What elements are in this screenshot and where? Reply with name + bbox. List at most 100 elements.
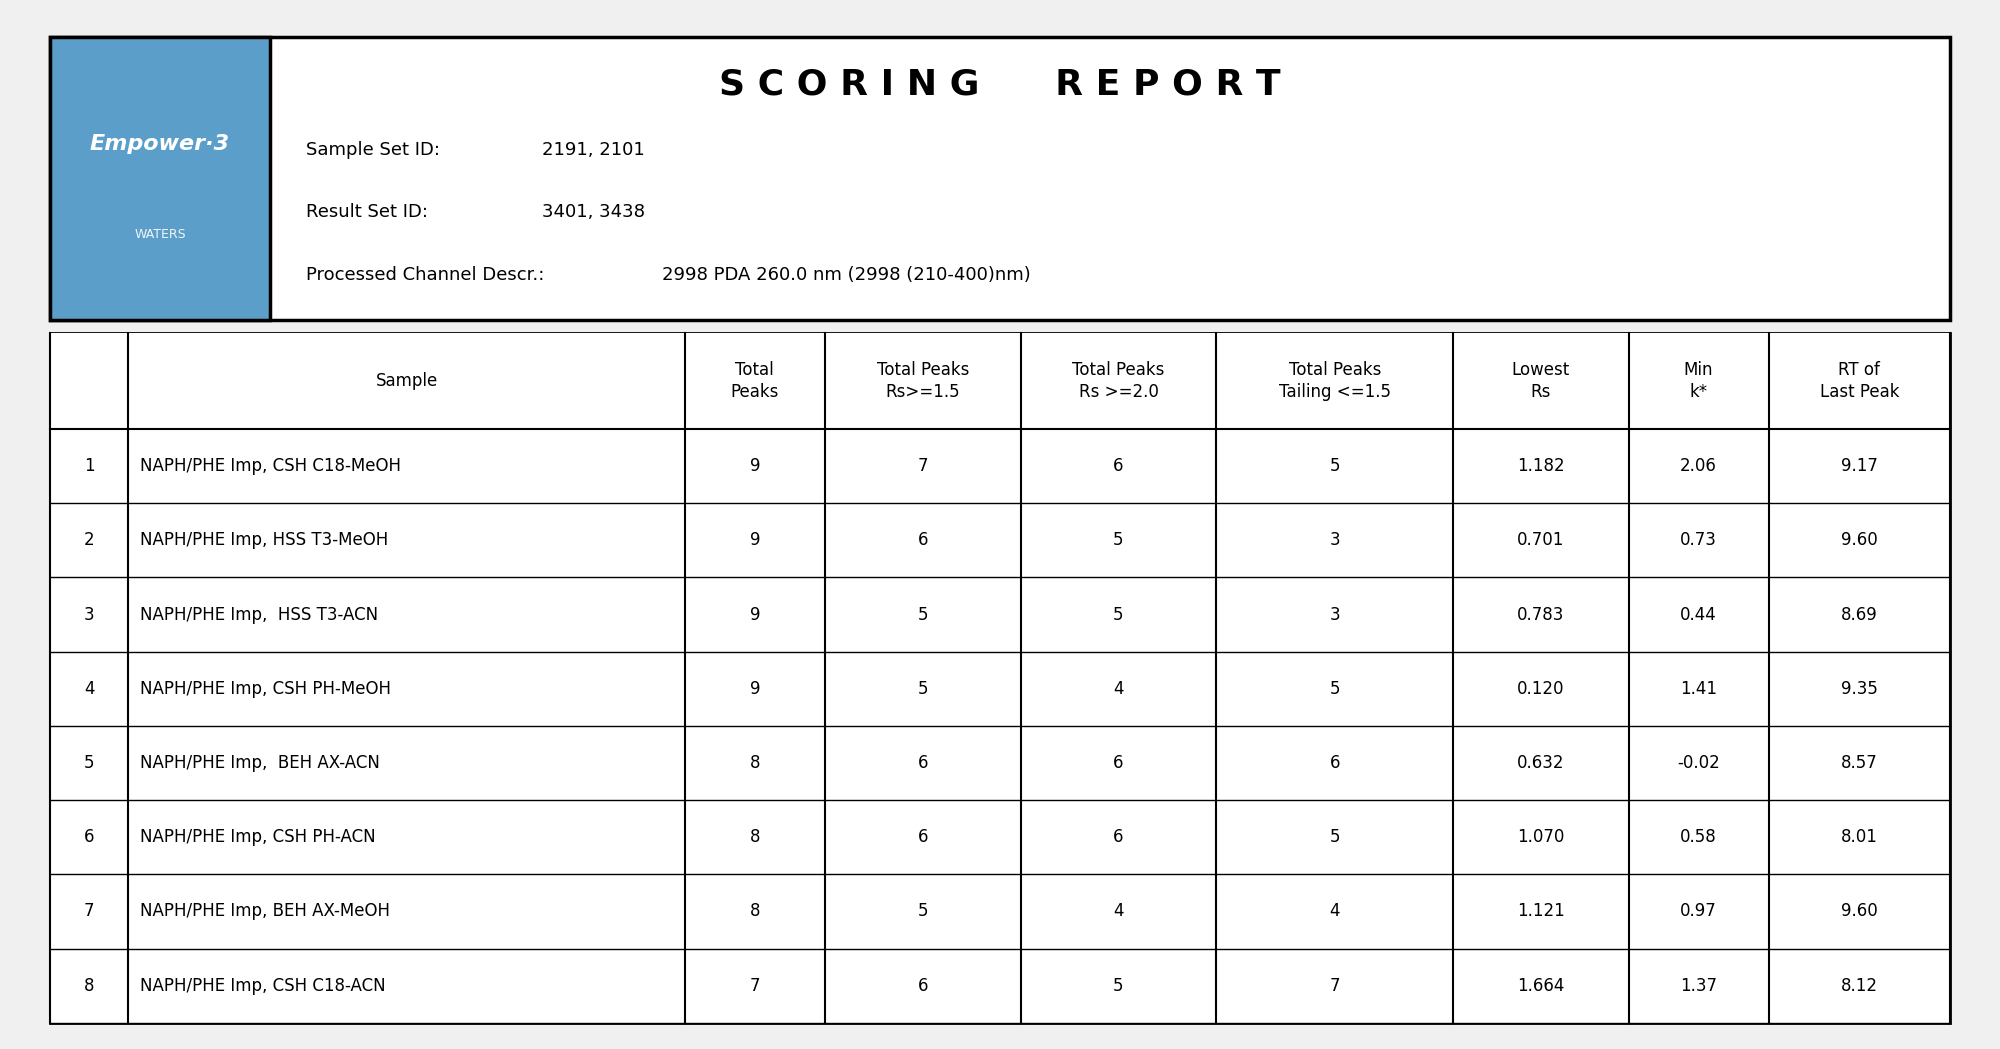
Text: NAPH/PHE Imp, CSH C18-ACN: NAPH/PHE Imp, CSH C18-ACN	[140, 977, 386, 994]
Text: 6: 6	[1330, 754, 1340, 772]
Text: 6: 6	[918, 829, 928, 847]
Text: NAPH/PHE Imp, CSH C18-MeOH: NAPH/PHE Imp, CSH C18-MeOH	[140, 457, 402, 475]
Text: NAPH/PHE Imp,  BEH AX-ACN: NAPH/PHE Imp, BEH AX-ACN	[140, 754, 380, 772]
Text: RT of
Last Peak: RT of Last Peak	[1820, 361, 1900, 401]
FancyBboxPatch shape	[50, 651, 1950, 726]
Text: NAPH/PHE Imp,  HSS T3-ACN: NAPH/PHE Imp, HSS T3-ACN	[140, 605, 378, 623]
Text: 9.35: 9.35	[1840, 680, 1878, 698]
Text: Min
k*: Min k*	[1684, 361, 1714, 401]
Text: NAPH/PHE Imp, BEH AX-MeOH: NAPH/PHE Imp, BEH AX-MeOH	[140, 902, 390, 920]
Text: 1.070: 1.070	[1518, 829, 1564, 847]
Text: 8.12: 8.12	[1840, 977, 1878, 994]
Text: 8: 8	[750, 754, 760, 772]
Text: 5: 5	[1330, 680, 1340, 698]
Text: 2.06: 2.06	[1680, 457, 1718, 475]
Text: 0.632: 0.632	[1518, 754, 1564, 772]
Text: NAPH/PHE Imp, CSH PH-ACN: NAPH/PHE Imp, CSH PH-ACN	[140, 829, 376, 847]
Text: 5: 5	[1330, 457, 1340, 475]
FancyBboxPatch shape	[50, 37, 270, 320]
Text: 5: 5	[918, 605, 928, 623]
Text: 5: 5	[84, 754, 94, 772]
FancyBboxPatch shape	[50, 37, 1950, 320]
Text: 0.73: 0.73	[1680, 532, 1718, 550]
FancyBboxPatch shape	[50, 333, 1950, 1023]
Text: 7: 7	[918, 457, 928, 475]
Text: 8: 8	[750, 902, 760, 920]
Text: 9: 9	[750, 532, 760, 550]
Text: 6: 6	[918, 754, 928, 772]
Text: 3401, 3438: 3401, 3438	[542, 204, 644, 221]
FancyBboxPatch shape	[50, 800, 1950, 874]
Text: Total Peaks
Rs >=2.0: Total Peaks Rs >=2.0	[1072, 361, 1164, 401]
Text: 5: 5	[1114, 532, 1124, 550]
Text: 4: 4	[1114, 902, 1124, 920]
Text: 0.97: 0.97	[1680, 902, 1716, 920]
Text: 6: 6	[84, 829, 94, 847]
Text: 5: 5	[1330, 829, 1340, 847]
Text: NAPH/PHE Imp, HSS T3-MeOH: NAPH/PHE Imp, HSS T3-MeOH	[140, 532, 388, 550]
Text: 4: 4	[1114, 680, 1124, 698]
Text: Total
Peaks: Total Peaks	[730, 361, 778, 401]
Text: Sample Set ID:: Sample Set ID:	[306, 141, 440, 159]
Text: 6: 6	[1114, 829, 1124, 847]
Text: 6: 6	[918, 532, 928, 550]
Text: Lowest
Rs: Lowest Rs	[1512, 361, 1570, 401]
Text: 4: 4	[84, 680, 94, 698]
Text: 5: 5	[1114, 977, 1124, 994]
Text: 1.41: 1.41	[1680, 680, 1718, 698]
Text: 7: 7	[1330, 977, 1340, 994]
Text: 0.44: 0.44	[1680, 605, 1716, 623]
Text: 9.60: 9.60	[1840, 902, 1878, 920]
Text: 9: 9	[750, 457, 760, 475]
Text: Sample: Sample	[376, 371, 438, 390]
Text: 7: 7	[84, 902, 94, 920]
Text: S C O R I N G      R E P O R T: S C O R I N G R E P O R T	[720, 68, 1280, 102]
FancyBboxPatch shape	[50, 333, 1950, 429]
Text: 8.69: 8.69	[1840, 605, 1878, 623]
Text: 6: 6	[1114, 754, 1124, 772]
Text: 8: 8	[750, 829, 760, 847]
FancyBboxPatch shape	[50, 726, 1950, 800]
FancyBboxPatch shape	[50, 577, 1950, 651]
Text: 8.01: 8.01	[1840, 829, 1878, 847]
Text: 9: 9	[750, 680, 760, 698]
Text: 8: 8	[84, 977, 94, 994]
Text: 5: 5	[1114, 605, 1124, 623]
Text: 9.60: 9.60	[1840, 532, 1878, 550]
Text: 1.182: 1.182	[1518, 457, 1564, 475]
Text: Total Peaks
Rs>=1.5: Total Peaks Rs>=1.5	[876, 361, 968, 401]
FancyBboxPatch shape	[50, 875, 1950, 948]
Text: 1.664: 1.664	[1518, 977, 1564, 994]
Text: 1.37: 1.37	[1680, 977, 1718, 994]
Text: 7: 7	[750, 977, 760, 994]
Text: 6: 6	[1114, 457, 1124, 475]
Text: 6: 6	[918, 977, 928, 994]
Text: 5: 5	[918, 902, 928, 920]
Text: 2: 2	[84, 532, 94, 550]
Text: 3: 3	[1330, 532, 1340, 550]
Text: 5: 5	[918, 680, 928, 698]
Text: 1: 1	[84, 457, 94, 475]
Text: 9.17: 9.17	[1840, 457, 1878, 475]
Text: 4: 4	[1330, 902, 1340, 920]
Text: 1.121: 1.121	[1518, 902, 1564, 920]
FancyBboxPatch shape	[50, 504, 1950, 577]
FancyBboxPatch shape	[50, 429, 1950, 504]
Text: Processed Channel Descr.:: Processed Channel Descr.:	[306, 265, 544, 283]
Text: 3: 3	[1330, 605, 1340, 623]
Text: 0.783: 0.783	[1518, 605, 1564, 623]
Text: Total Peaks
Tailing <=1.5: Total Peaks Tailing <=1.5	[1278, 361, 1390, 401]
Text: 8.57: 8.57	[1840, 754, 1878, 772]
Text: 3: 3	[84, 605, 94, 623]
Text: 0.58: 0.58	[1680, 829, 1716, 847]
Text: 2191, 2101: 2191, 2101	[542, 141, 644, 159]
Text: 2998 PDA 260.0 nm (2998 (210-400)nm): 2998 PDA 260.0 nm (2998 (210-400)nm)	[662, 265, 1030, 283]
Text: Result Set ID:: Result Set ID:	[306, 204, 428, 221]
Text: NAPH/PHE Imp, CSH PH-MeOH: NAPH/PHE Imp, CSH PH-MeOH	[140, 680, 392, 698]
Text: 0.120: 0.120	[1518, 680, 1564, 698]
Text: Empower·3: Empower·3	[90, 134, 230, 154]
Text: 9: 9	[750, 605, 760, 623]
Text: WATERS: WATERS	[134, 229, 186, 241]
Text: -0.02: -0.02	[1678, 754, 1720, 772]
Text: 0.701: 0.701	[1518, 532, 1564, 550]
